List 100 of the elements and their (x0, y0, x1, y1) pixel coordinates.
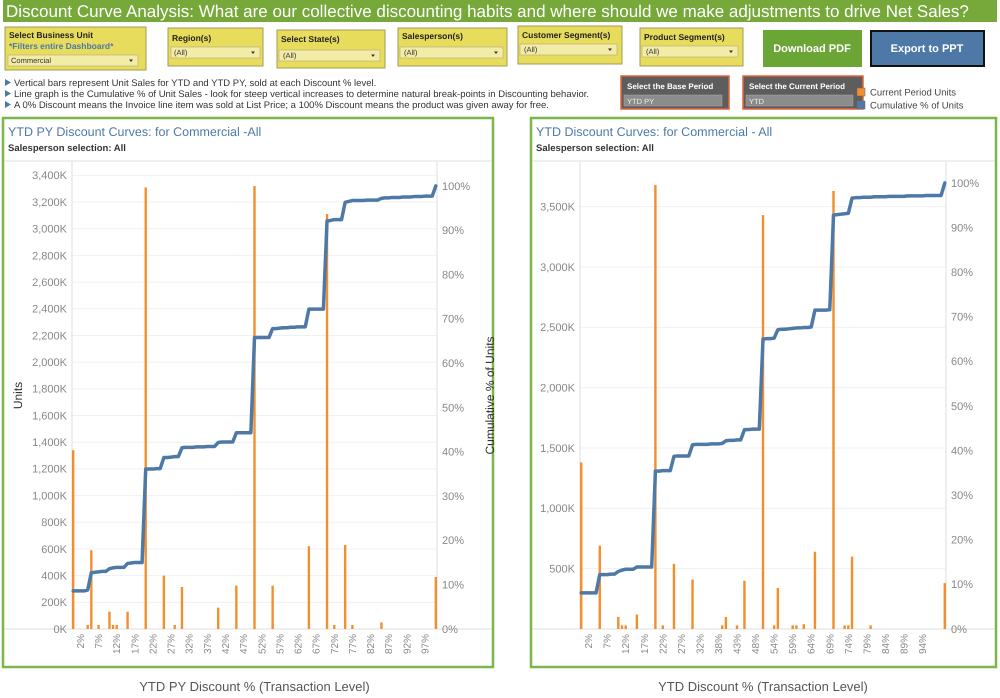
x-tick-label: 77% (348, 634, 359, 654)
x-tick-label: 38% (714, 634, 725, 654)
bar (351, 624, 354, 629)
y-tick-label: 1,000K (540, 503, 576, 516)
y-tick-label: 800K (41, 517, 68, 530)
y2-tick-label: 90% (442, 225, 464, 238)
bar (126, 612, 129, 629)
y-tick-label: 0K (54, 624, 68, 636)
bar (116, 624, 118, 629)
text: Discount Curve Analysis: What are our collective discounting habits and where should we make adjustments to drive Net Sales? (6, 2, 969, 21)
y2-axis-title: Cumulative % of Units (483, 336, 498, 455)
bar (636, 614, 638, 629)
x-tick-label: 52% (257, 634, 268, 654)
y2-tick-label: 40% (442, 446, 464, 459)
x-tick-label: 47% (239, 634, 250, 654)
y-tick-label: 500K (549, 564, 576, 576)
bar (174, 624, 176, 629)
text: Select State(s) (281, 34, 340, 44)
y-tick-label: 1,500K (540, 442, 576, 455)
text: Salesperson(s) (402, 31, 464, 41)
bar (162, 576, 166, 629)
y2-tick-label: 0% (442, 624, 458, 636)
text: *Filters entire Dashboard* (9, 41, 114, 51)
bar (814, 552, 816, 629)
text: Export to PPT (890, 43, 964, 55)
y-tick-label: 1,200K (32, 464, 68, 476)
text: Region(s) (172, 33, 212, 43)
y2-tick-label: 100% (442, 180, 470, 193)
bar (662, 625, 664, 629)
y-tick-label: 2,600K (32, 276, 68, 289)
y-tick-label: 1,600K (32, 410, 68, 422)
x-tick-label: 37% (202, 634, 214, 654)
x-tick-label: 22% (658, 634, 670, 654)
y2-tick-label: 70% (442, 314, 464, 326)
x-tick-label: 94% (918, 634, 930, 654)
y2-tick-label: 10% (951, 579, 974, 592)
bar (434, 576, 437, 629)
bar (802, 624, 806, 629)
x-tick-label: 43% (732, 634, 744, 654)
x-tick-label: 84% (880, 634, 892, 654)
x-tick-label: 17% (130, 634, 142, 654)
y-tick-label: 3,200K (32, 196, 68, 209)
y2-tick-label: 20% (951, 534, 974, 547)
bar (235, 586, 238, 629)
x-axis-title: YTD Discount % (Transaction Level) (658, 679, 868, 694)
bar (333, 624, 336, 629)
x-axis-title: YTD PY Discount % (Transaction Level) (139, 679, 370, 694)
x-tick-label: 97% (420, 634, 432, 654)
y-tick-label: 400K (41, 570, 68, 582)
x-tick-label: 79% (862, 634, 874, 654)
chart-subtitle: Salesperson selection: All (8, 143, 126, 154)
x-tick-label: 12% (112, 634, 124, 654)
bar (380, 622, 383, 629)
x-tick-label: 7% (602, 634, 614, 648)
y-tick-label: 1,000K (32, 490, 68, 502)
y-tick-label: 3,000K (540, 262, 576, 274)
x-tick-label: 2% (76, 634, 87, 648)
bar (344, 544, 346, 629)
line-series (71, 184, 438, 593)
x-tick-label: 2% (584, 634, 596, 648)
y-tick-label: 2,000K (32, 356, 68, 369)
y2-tick-label: 30% (442, 490, 464, 503)
bar (791, 625, 794, 629)
x-tick-label: 72% (330, 634, 341, 654)
text: A 0% Discount means the Invoice line item was sold at List Price; a 100% Discount means the product was given away for free. (14, 100, 549, 111)
y-tick-label: 600K (41, 544, 68, 556)
bar (580, 462, 582, 629)
y-tick-label: 200K (41, 597, 68, 610)
y2-tick-label: 60% (951, 356, 974, 368)
x-tick-label: 59% (788, 634, 800, 654)
legend-label: Current Period Units (870, 87, 956, 98)
legend-label: Cumulative % of Units (870, 100, 964, 112)
y-tick-label: 2,200K (32, 330, 68, 342)
chart-title: YTD Discount Curves: for Commercial - All (536, 125, 772, 139)
y-tick-label: 2,000K (540, 382, 576, 395)
x-tick-label: 32% (695, 634, 706, 654)
x-tick-label: 92% (402, 634, 414, 654)
text: Product Segment(s) (644, 32, 725, 42)
x-tick-label: 22% (148, 634, 160, 654)
x-tick-label: 64% (806, 634, 818, 654)
x-tick-label: 89% (899, 634, 910, 654)
x-tick-label: 32% (184, 634, 196, 654)
bar (843, 625, 846, 629)
y-tick-label: 2,500K (540, 322, 576, 334)
bar (617, 616, 620, 629)
x-tick-label: 48% (751, 634, 762, 654)
x-tick-label: 27% (166, 634, 178, 654)
x-tick-label: 87% (384, 634, 396, 654)
text: Download PDF (773, 43, 852, 55)
line-series (579, 181, 947, 595)
bar (944, 583, 946, 629)
text: Select Business Unit (9, 30, 94, 40)
y2-tick-label: 20% (442, 535, 464, 548)
bar (724, 616, 728, 629)
x-tick-label: 27% (676, 634, 688, 654)
x-tick-label: 82% (366, 634, 378, 654)
chart-title: YTD PY Discount Curves: for Commercial -All (8, 125, 262, 139)
bar (217, 608, 220, 629)
bar (795, 625, 798, 629)
chart-subtitle: Salesperson selection: All (536, 143, 654, 154)
